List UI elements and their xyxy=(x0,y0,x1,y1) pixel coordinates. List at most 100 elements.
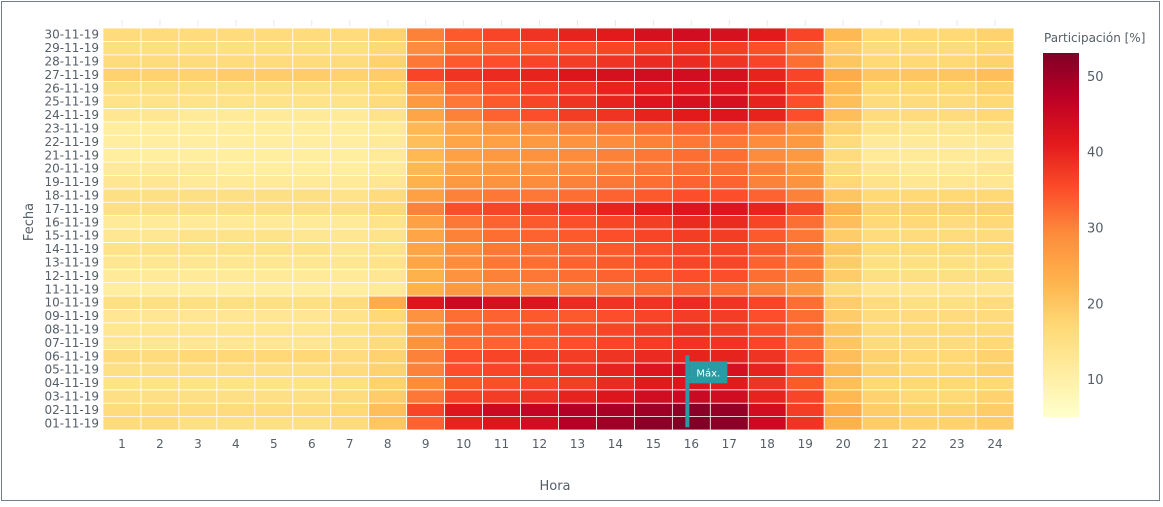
heatmap-cell xyxy=(140,375,180,391)
heatmap-cell xyxy=(861,228,901,243)
heatmap-cell xyxy=(368,349,408,364)
heatmap-cell xyxy=(482,81,521,96)
heatmap-cell xyxy=(823,349,863,364)
heatmap-cell xyxy=(596,295,635,310)
heatmap-cell xyxy=(520,402,559,418)
y-tick-label: 11-11-19 xyxy=(45,282,99,296)
heatmap-cell xyxy=(709,228,749,243)
heatmap-cell xyxy=(102,188,142,203)
heatmap-cell xyxy=(975,148,1015,163)
heatmap-cell xyxy=(254,174,294,190)
heatmap-cell xyxy=(178,174,218,190)
heatmap-cell xyxy=(330,161,370,176)
heatmap-cell xyxy=(254,282,294,297)
heatmap-cell xyxy=(937,41,977,56)
heatmap-cell xyxy=(254,67,294,82)
heatmap-cell xyxy=(747,389,787,404)
heatmap-cell xyxy=(899,148,939,163)
heatmap-cell xyxy=(785,389,825,404)
heatmap-cell xyxy=(444,322,483,337)
heatmap-cell xyxy=(520,349,559,364)
heatmap-cell xyxy=(937,148,977,163)
heatmap-cell xyxy=(634,81,673,96)
heatmap-cell xyxy=(899,174,939,190)
heatmap-cell xyxy=(368,67,408,82)
heatmap-cell xyxy=(596,148,635,163)
heatmap-cell xyxy=(785,161,825,176)
heatmap-cell xyxy=(975,94,1015,109)
heatmap-cell xyxy=(406,268,446,284)
heatmap-cell xyxy=(140,362,180,377)
heatmap-cell xyxy=(558,389,597,404)
x-tick-label: 21 xyxy=(874,437,889,451)
heatmap-cell xyxy=(216,188,256,203)
heatmap-cell xyxy=(444,375,483,391)
heatmap-cell xyxy=(899,335,939,351)
x-tick-label: 16 xyxy=(684,437,699,451)
max-flag-label: Máx. xyxy=(696,367,720,379)
heatmap-cell xyxy=(216,228,256,243)
heatmap-cell xyxy=(747,255,787,270)
x-tick-label: 17 xyxy=(722,437,737,451)
heatmap-cell xyxy=(937,121,977,136)
heatmap-cell xyxy=(520,81,559,96)
heatmap-cell xyxy=(634,121,673,136)
heatmap-cell xyxy=(216,255,256,270)
heatmap-cell xyxy=(216,268,256,284)
x-tick-label: 5 xyxy=(270,437,278,451)
heatmap-cell xyxy=(292,362,332,377)
heatmap-cell xyxy=(140,121,180,136)
heatmap-cell xyxy=(292,416,332,431)
heatmap-cell xyxy=(709,389,749,404)
heatmap-cell xyxy=(406,174,446,190)
heatmap-cell xyxy=(330,241,370,257)
heatmap-cell xyxy=(102,174,142,190)
heatmap-cell xyxy=(368,416,408,431)
heatmap-cell xyxy=(937,27,977,42)
heatmap-cell xyxy=(368,375,408,391)
heatmap-cell xyxy=(368,27,408,42)
heatmap-cell xyxy=(634,94,673,109)
heatmap-cell xyxy=(823,228,863,243)
heatmap-cell xyxy=(823,121,863,136)
heatmap-cell xyxy=(178,308,218,324)
heatmap-cell xyxy=(482,402,521,418)
heatmap-cell xyxy=(292,161,332,176)
heatmap-cell xyxy=(634,174,673,190)
heatmap-cell xyxy=(482,134,521,149)
heatmap-cell xyxy=(330,108,370,123)
heatmap-cell xyxy=(823,188,863,203)
heatmap-cell xyxy=(406,188,446,203)
heatmap-cell xyxy=(634,255,673,270)
heatmap-cell xyxy=(178,322,218,337)
heatmap-cell xyxy=(140,282,180,297)
heatmap-cell xyxy=(406,134,446,149)
colorbar-tick-label: 20 xyxy=(1087,297,1104,312)
heatmap-cell xyxy=(596,389,635,404)
heatmap-cell xyxy=(747,308,787,324)
heatmap-cell xyxy=(747,201,787,216)
heatmap-cell xyxy=(102,282,142,297)
heatmap-cell xyxy=(975,201,1015,216)
heatmap-cell xyxy=(330,188,370,203)
heatmap-cell xyxy=(634,308,673,324)
heatmap-cell xyxy=(747,121,787,136)
heatmap-cell xyxy=(861,255,901,270)
heatmap-cell xyxy=(178,295,218,310)
heatmap-cell xyxy=(482,148,521,163)
heatmap-cell xyxy=(709,402,749,418)
heatmap-cell xyxy=(178,94,218,109)
heatmap-cell xyxy=(330,362,370,377)
heatmap-cell xyxy=(444,282,483,297)
heatmap-cell xyxy=(747,108,787,123)
heatmap-cell xyxy=(747,375,787,391)
heatmap-cell xyxy=(102,228,142,243)
heatmap-cell xyxy=(140,335,180,351)
heatmap-cell xyxy=(861,416,901,431)
heatmap-cell xyxy=(444,121,483,136)
y-tick-label: 22-11-19 xyxy=(45,135,99,149)
heatmap-cell xyxy=(292,241,332,257)
heatmap-cell xyxy=(823,161,863,176)
heatmap-cell xyxy=(330,416,370,431)
heatmap-cell xyxy=(520,148,559,163)
